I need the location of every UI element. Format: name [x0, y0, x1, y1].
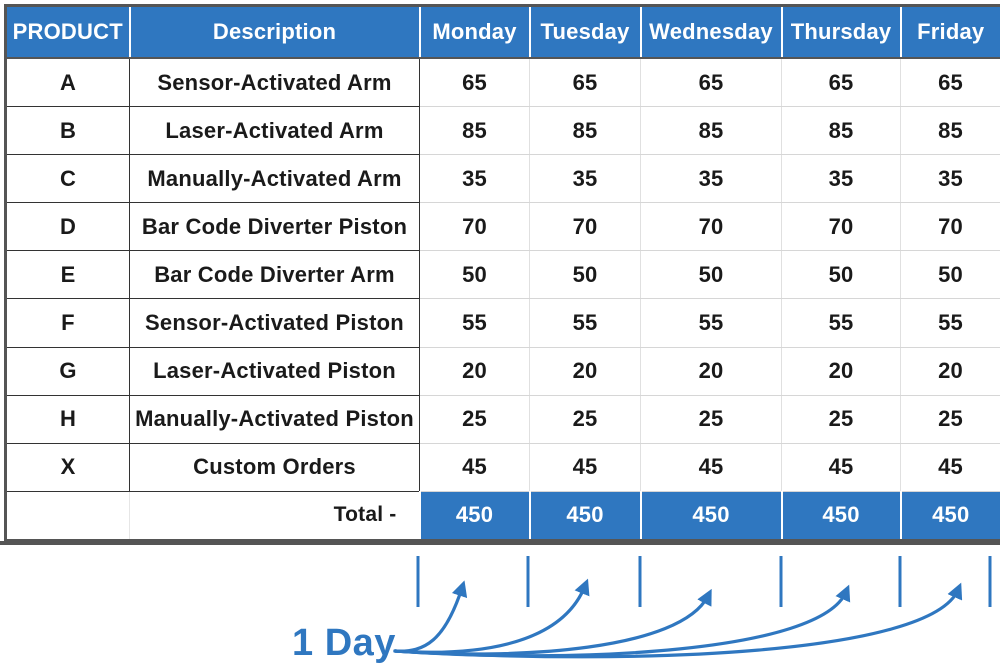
table-row: E Bar Code Diverter Arm 50 50 50 50 50 [5, 250, 1000, 300]
table-row: A Sensor-Activated Arm 65 65 65 65 65 [5, 58, 1000, 108]
qty-tuesday: 20 [529, 347, 641, 396]
qty-wednesday: 25 [640, 395, 782, 444]
header-tuesday: Tuesday [528, 5, 642, 59]
qty-wednesday: 35 [640, 154, 782, 204]
arrow-tuesday [393, 578, 590, 654]
product-code: A [5, 58, 130, 108]
qty-wednesday: 65 [640, 58, 782, 108]
product-description: Custom Orders [129, 443, 420, 492]
total-monday: 450 [418, 491, 531, 541]
table-row: X Custom Orders 45 45 45 45 45 [5, 443, 1000, 492]
qty-thursday: 20 [781, 347, 901, 396]
qty-monday: 70 [419, 202, 530, 252]
qty-thursday: 50 [781, 250, 901, 300]
qty-thursday: 85 [781, 106, 901, 156]
qty-wednesday: 70 [640, 202, 782, 252]
total-tuesday: 450 [528, 491, 642, 541]
product-code: X [5, 443, 130, 492]
qty-thursday: 25 [781, 395, 901, 444]
qty-wednesday: 20 [640, 347, 782, 396]
qty-thursday: 35 [781, 154, 901, 204]
qty-thursday: 55 [781, 298, 901, 348]
header-monday: Monday [418, 5, 531, 59]
product-code: D [5, 202, 130, 252]
product-code: C [5, 154, 130, 204]
product-code: G [5, 347, 130, 396]
product-description: Laser-Activated Piston [129, 347, 420, 396]
header-thursday: Thursday [780, 5, 902, 59]
product-code: E [5, 250, 130, 300]
qty-tuesday: 50 [529, 250, 641, 300]
qty-monday: 85 [419, 106, 530, 156]
qty-monday: 25 [419, 395, 530, 444]
product-description: Laser-Activated Arm [129, 106, 420, 156]
total-label: Total - [129, 491, 420, 542]
qty-tuesday: 55 [529, 298, 641, 348]
qty-tuesday: 45 [529, 443, 641, 492]
header-description: Description [128, 5, 421, 59]
qty-friday: 25 [900, 395, 1000, 444]
qty-monday: 55 [419, 298, 530, 348]
product-code: F [5, 298, 130, 348]
qty-friday: 45 [900, 443, 1000, 492]
production-schedule-table: PRODUCT Description Monday Tuesday Wedne… [4, 4, 1000, 542]
qty-monday: 50 [419, 250, 530, 300]
qty-thursday: 70 [781, 202, 901, 252]
qty-thursday: 45 [781, 443, 901, 492]
arrow-thursday [393, 584, 851, 658]
qty-tuesday: 35 [529, 154, 641, 204]
arrow-friday [393, 582, 963, 659]
qty-wednesday: 50 [640, 250, 782, 300]
qty-wednesday: 45 [640, 443, 782, 492]
one-day-label: 1 Day [292, 622, 396, 664]
qty-friday: 85 [900, 106, 1000, 156]
qty-wednesday: 55 [640, 298, 782, 348]
qty-friday: 20 [900, 347, 1000, 396]
table-row: B Laser-Activated Arm 85 85 85 85 85 [5, 106, 1000, 156]
qty-friday: 50 [900, 250, 1000, 300]
total-row: Total - 450 450 450 450 450 [5, 491, 1000, 542]
total-friday: 450 [899, 491, 1000, 541]
product-description: Sensor-Activated Arm [129, 58, 420, 108]
qty-friday: 35 [900, 154, 1000, 204]
total-thursday: 450 [780, 491, 902, 541]
day-arrows [393, 578, 963, 659]
product-code: H [5, 395, 130, 444]
table-row: G Laser-Activated Piston 20 20 20 20 20 [5, 347, 1000, 396]
table-row: C Manually-Activated Arm 35 35 35 35 35 [5, 154, 1000, 204]
product-code: B [5, 106, 130, 156]
day-flow-diagram [393, 556, 992, 659]
product-description: Bar Code Diverter Arm [129, 250, 420, 300]
total-wednesday: 450 [639, 491, 783, 541]
day-boundary-ticks [416, 556, 992, 607]
qty-friday: 55 [900, 298, 1000, 348]
qty-friday: 65 [900, 58, 1000, 108]
header-product: PRODUCT [5, 5, 131, 59]
qty-thursday: 65 [781, 58, 901, 108]
header-friday: Friday [899, 5, 1000, 59]
table-bottom-rule [0, 541, 1000, 545]
product-description: Manually-Activated Piston [129, 395, 420, 444]
product-description: Sensor-Activated Piston [129, 298, 420, 348]
qty-tuesday: 25 [529, 395, 641, 444]
table-row: H Manually-Activated Piston 25 25 25 25 … [5, 395, 1000, 444]
schedule-frame: PRODUCT Description Monday Tuesday Wedne… [4, 4, 1000, 542]
table-row: D Bar Code Diverter Piston 70 70 70 70 7… [5, 202, 1000, 252]
qty-tuesday: 70 [529, 202, 641, 252]
qty-tuesday: 65 [529, 58, 641, 108]
total-blank-cell [5, 491, 130, 542]
qty-friday: 70 [900, 202, 1000, 252]
qty-tuesday: 85 [529, 106, 641, 156]
qty-wednesday: 85 [640, 106, 782, 156]
header-row: PRODUCT Description Monday Tuesday Wedne… [5, 5, 1000, 59]
product-description: Bar Code Diverter Piston [129, 202, 420, 252]
header-wednesday: Wednesday [639, 5, 783, 59]
table-row: F Sensor-Activated Piston 55 55 55 55 55 [5, 298, 1000, 348]
qty-monday: 35 [419, 154, 530, 204]
qty-monday: 65 [419, 58, 530, 108]
qty-monday: 45 [419, 443, 530, 492]
arrow-monday [393, 580, 468, 653]
qty-monday: 20 [419, 347, 530, 396]
product-description: Manually-Activated Arm [129, 154, 420, 204]
